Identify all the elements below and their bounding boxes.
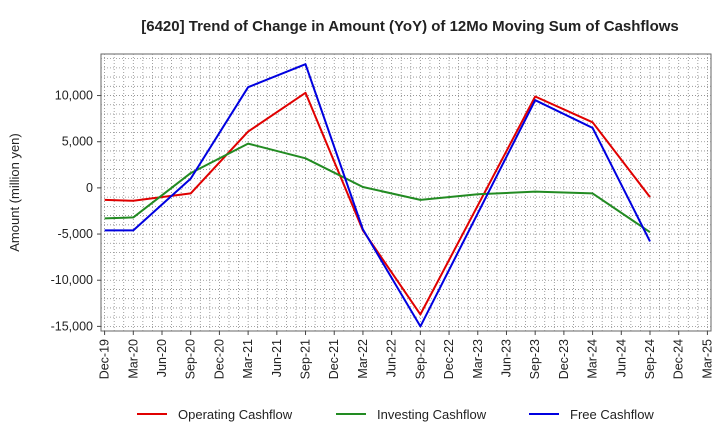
x-tick-label: Dec-24 xyxy=(672,339,686,379)
x-tick-label: Jun-24 xyxy=(614,339,628,377)
x-tick-label: Dec-20 xyxy=(212,339,226,379)
x-tick-label: Mar-22 xyxy=(356,339,370,379)
plot-frame xyxy=(100,53,712,332)
y-tick-label: 0 xyxy=(86,181,93,195)
y-tick-label: 10,000 xyxy=(55,89,93,103)
legend-label-free-cashflow: Free Cashflow xyxy=(570,407,654,422)
x-tick-label: Jun-20 xyxy=(155,339,169,377)
x-tick-label: Mar-25 xyxy=(700,339,714,379)
x-tick-label: Sep-24 xyxy=(643,339,657,379)
legend-label-operating-cashflow: Operating Cashflow xyxy=(178,407,293,422)
x-tick-label: Jun-22 xyxy=(385,339,399,377)
x-tick-label: Mar-24 xyxy=(586,339,600,379)
investing-cashflow-line xyxy=(104,142,651,234)
x-tick-label: Jun-23 xyxy=(499,339,513,377)
y-tick-label: -15,000 xyxy=(51,319,93,333)
x-tick-label: Mar-23 xyxy=(471,339,485,379)
operating-cashflow-line xyxy=(104,91,651,316)
y-tick-label: -5,000 xyxy=(58,227,93,241)
x-tick-label: Dec-22 xyxy=(442,339,456,379)
x-tick-label: Sep-20 xyxy=(184,339,198,379)
chart-title: [6420] Trend of Change in Amount (YoY) o… xyxy=(141,18,679,35)
x-tick-label: Dec-19 xyxy=(98,339,112,379)
x-tick-label: Sep-22 xyxy=(413,339,427,379)
x-tick-label: Jun-21 xyxy=(270,339,284,377)
x-tick-label: Dec-21 xyxy=(327,339,341,379)
free-cashflow-line xyxy=(104,63,651,328)
x-tick-label: Mar-21 xyxy=(241,339,255,379)
x-tick-label: Sep-23 xyxy=(528,339,542,379)
x-tick-label: Sep-21 xyxy=(299,339,313,379)
x-tick-label: Dec-23 xyxy=(557,339,571,379)
y-tick-label: 5,000 xyxy=(62,135,93,149)
y-tick-label: -10,000 xyxy=(51,273,93,287)
legend-label-investing-cashflow: Investing Cashflow xyxy=(377,407,487,422)
y-axis-title: Amount (million yen) xyxy=(7,133,22,252)
x-tick-label: Mar-20 xyxy=(126,339,140,379)
